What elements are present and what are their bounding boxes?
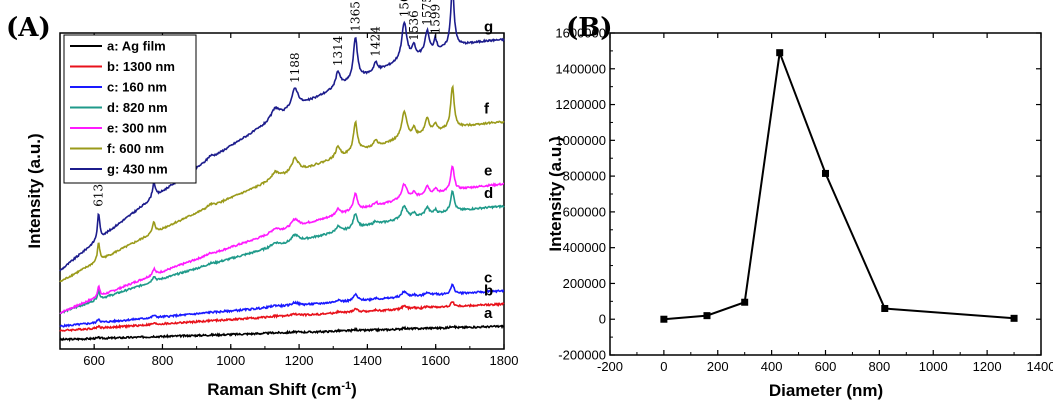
curve-tag-f: f: [484, 101, 490, 118]
legend-label-d: d: 820 nm: [107, 100, 168, 115]
b-x-tick-label: 800: [869, 359, 891, 374]
diameter-intensity-line: [663, 52, 1015, 321]
b-y-tick-label: 800000: [563, 169, 606, 184]
panel-b-x-axis-title: Diameter (nm): [769, 381, 883, 400]
legend-label-a: a: Ag film: [107, 39, 166, 54]
peak-label-1536: 1536: [407, 10, 421, 41]
legend-box: [63, 34, 197, 184]
legend-label-b: b: 1300 nm: [107, 59, 175, 74]
panel-b-plot-frame: [609, 32, 1042, 356]
data-point-160: [703, 312, 711, 320]
b-y-tick-label: 600000: [563, 204, 606, 219]
b-x-tick-label: 1000: [919, 359, 948, 374]
panel-a-xlabel: Raman Shift (cm: [207, 380, 341, 399]
curve-tag-a: a: [484, 305, 493, 322]
peak-label-1575: 1575: [420, 0, 434, 26]
a-x-tick-label: 800: [152, 353, 174, 368]
panel-b-series: [660, 49, 1018, 323]
data-point-0: [660, 315, 668, 323]
panel-b-label: (B): [566, 13, 613, 43]
a-x-tick-label: 1200: [285, 353, 314, 368]
b-y-tick-label: 1200000: [555, 97, 606, 112]
spectrum-g: [59, 0, 505, 272]
b-y-tick-label: 1400000: [555, 61, 606, 76]
panel-a-y-axis-title: Intensity (a.u.): [25, 133, 44, 248]
peak-label-613: 613: [92, 184, 106, 207]
a-x-tick-label: 1600: [421, 353, 450, 368]
b-y-tick-label: -200000: [558, 348, 606, 363]
curve-tag-b: b: [484, 283, 493, 300]
legend-label-e: e: 300 nm: [107, 121, 167, 136]
data-point-300: [741, 298, 749, 306]
panel-a-curves: [59, 0, 505, 342]
panel-b-y-ticks: -200000 0 200000 400000 600000 800000 1000000 1…: [555, 26, 1041, 363]
legend-label-f: f: 600 nm: [107, 141, 164, 156]
data-point-1300: [1010, 314, 1018, 322]
panel-a-curve-tags: abc de f g: [484, 18, 493, 321]
b-x-tick-label: 1400: [1027, 359, 1053, 374]
panel-a-x-ticks: 600 800 1000 1200 1400 1600 1800: [59, 33, 519, 368]
spectrum-e: [59, 165, 504, 315]
panel-b: (B) -200000 0 200000 400000 600000 800000 1000…: [546, 13, 1053, 400]
panel-a-legend: a: Ag film b: 1300 nm c: 160 nm d: 820 nm e:…: [63, 34, 197, 184]
curve-tag-e: e: [484, 163, 492, 180]
data-point-600: [822, 169, 829, 177]
data-point-430: [776, 49, 784, 57]
peak-label-1599: 1599: [428, 4, 442, 35]
panel-a-xlabel-sup: -1: [341, 380, 351, 392]
spectrum-a: [59, 324, 505, 342]
spectrum-f: [59, 84, 505, 283]
a-x-tick-label: 1000: [216, 353, 245, 368]
curve-tag-d: d: [484, 185, 493, 202]
panel-a-label: (A): [6, 13, 51, 43]
peak-label-1424: 1424: [369, 26, 383, 57]
b-y-tick-label: 1000000: [555, 133, 606, 148]
spectrum-d: [59, 190, 505, 315]
panel-b-y-axis-title: Intensity (a.u.): [546, 136, 565, 251]
b-x-tick-label: -200: [597, 359, 623, 374]
legend-label-g: g: 430 nm: [107, 162, 168, 177]
a-x-tick-label: 600: [83, 353, 105, 368]
data-point-820: [881, 304, 889, 312]
panel-a-x-axis-title: Raman Shift (cm-1): [207, 380, 357, 399]
spectrum-c: [59, 283, 505, 328]
b-y-tick-label: 200000: [563, 276, 606, 291]
b-y-tick-label: 1600000: [555, 26, 606, 41]
curve-tag-c: c: [484, 269, 492, 286]
b-y-tick-label: 0: [599, 312, 606, 327]
b-y-tick-label: 400000: [563, 240, 606, 255]
b-x-tick-label: 400: [761, 359, 783, 374]
b-x-tick-label: 0: [660, 359, 667, 374]
curve-tag-g: g: [484, 18, 493, 35]
panel-a-xlabel-close: ): [351, 380, 357, 399]
b-x-tick-label: 200: [707, 359, 729, 374]
a-x-tick-label: 1800: [490, 353, 519, 368]
peak-label-1188: 1188: [288, 52, 302, 83]
legend-label-c: c: 160 nm: [107, 80, 167, 95]
spectrum-b: [59, 301, 505, 333]
peak-label-1508: 1508: [397, 0, 411, 17]
peak-label-1365: 1365: [348, 1, 362, 32]
panel-b-x-ticks: -200 0 200 400 600 800 1000 1200 1400: [597, 33, 1053, 374]
peak-label-1314: 1314: [331, 35, 345, 66]
b-x-tick-label: 1200: [973, 359, 1002, 374]
panel-a-plot-frame: [59, 32, 505, 350]
b-x-tick-label: 600: [815, 359, 837, 374]
a-x-tick-label: 1400: [353, 353, 382, 368]
